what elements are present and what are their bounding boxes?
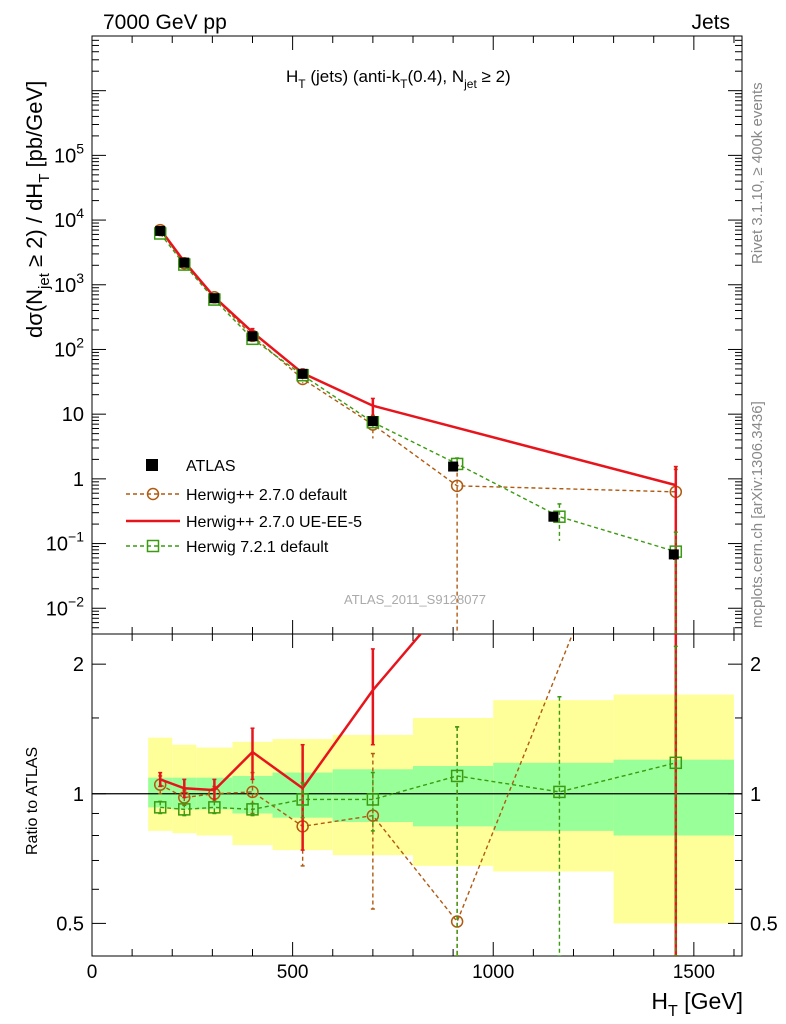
data-point: [247, 331, 258, 342]
x-tick-label: 500: [277, 962, 309, 983]
y-tick-label: 105: [54, 140, 84, 167]
ratio-tick-label-right: 1: [750, 784, 761, 806]
series-ratio-point-circle: [670, 371, 681, 382]
band-inner: [613, 759, 734, 836]
y-tick-label: 103: [54, 270, 84, 297]
main-panel-series: [153, 223, 683, 634]
ratio-tick-label-right: 2: [750, 654, 761, 676]
y-tick-label: 10−2: [46, 593, 84, 620]
data-point: [297, 368, 308, 379]
legend: ATLAS Herwig++ 2.7.0 default Herwig++ 2.…: [126, 458, 362, 556]
ratio-uncertainty-bands: [148, 694, 734, 924]
data-point: [367, 416, 378, 427]
axis-ticks: 0 500 1000 1500 10−2 10−1 1 10 102 103 104 105 0.5 0.…: [46, 35, 778, 983]
legend-label-herwigpp-ue: Herwig++ 2.7.0 UE-EE-5: [186, 514, 362, 531]
band-inner: [412, 766, 494, 827]
series-ratio-point-square: [208, 801, 221, 814]
series-ratio-point-square: [246, 803, 259, 816]
legend-label-herwigpp-default: Herwig++ 2.7.0 default: [186, 487, 348, 504]
series-ratio-point-square: [153, 801, 167, 814]
ratio-tick-label-right: 0.5: [750, 913, 778, 935]
ratio-tick-label-left: 2: [73, 654, 84, 676]
ratio-axis-label: Ratio to ATLAS: [24, 747, 41, 855]
ratio-tick-label-left: 1: [73, 784, 84, 806]
data-point: [209, 293, 220, 304]
series-ratio-point-square: [553, 785, 566, 799]
plot-title: HT (jets) (anti-kT(0.4), Njet ≥ 2): [286, 67, 511, 91]
ratio-tick-label-left: 0.5: [56, 913, 84, 935]
series-ratio-point-square: [450, 769, 464, 783]
series-line-0: [159, 229, 676, 493]
series-line-1: [159, 228, 677, 487]
y-tick-label: 1: [73, 469, 84, 491]
ratio-plot-frame: [91, 633, 743, 957]
series-line-2: [159, 233, 676, 553]
y-tick-label: 104: [54, 205, 84, 232]
series-ratio-line-0: [159, 634, 574, 923]
ratio-panel-series: [153, 371, 683, 956]
y-axis-label: dσ(Njet ≥ 2) / dHT [pb/GeV]: [22, 81, 53, 338]
series-ratio-point-square: [178, 803, 191, 816]
legend-marker-herwigpp-default: [146, 487, 160, 501]
axes-frames: [91, 35, 743, 957]
y-tick-label: 10: [62, 404, 84, 426]
x-axis-label: HT [GeV]: [651, 988, 743, 1020]
data-point: [548, 511, 559, 522]
data-point: [155, 225, 166, 236]
y-tick-label: 10−1: [46, 529, 84, 556]
y-tick-label: 102: [54, 334, 84, 361]
x-tick-label: 0: [87, 962, 98, 983]
series-ratio-point-square: [669, 756, 683, 770]
header-right: Jets: [691, 11, 730, 34]
data-point: [448, 461, 459, 472]
rivet-label: Rivet 3.1.10, ≥ 400k events: [749, 82, 766, 264]
legend-label-herwig7: Herwig 7.2.1 default: [186, 539, 329, 556]
series-layer: [153, 223, 683, 956]
analysis-watermark: ATLAS_2011_S9128077: [344, 592, 486, 607]
data-point: [668, 549, 679, 560]
legend-label-atlas: ATLAS: [186, 458, 236, 475]
mcplots-label: mcplots.cern.ch [arXiv:1306.3436]: [749, 401, 766, 628]
header-left: 7000 GeV pp: [103, 11, 227, 34]
data-point: [179, 257, 190, 268]
x-tick-label: 1500: [673, 962, 715, 983]
series-ratio-point-circle: [246, 785, 259, 799]
legend-marker-atlas: [146, 459, 158, 471]
legend-marker-herwig7: [146, 539, 160, 553]
series-point-circle: [450, 479, 464, 493]
x-tick-label: 1000: [472, 962, 514, 983]
series-ratio-point-square: [296, 793, 309, 806]
series-ratio-point-square: [366, 793, 380, 806]
